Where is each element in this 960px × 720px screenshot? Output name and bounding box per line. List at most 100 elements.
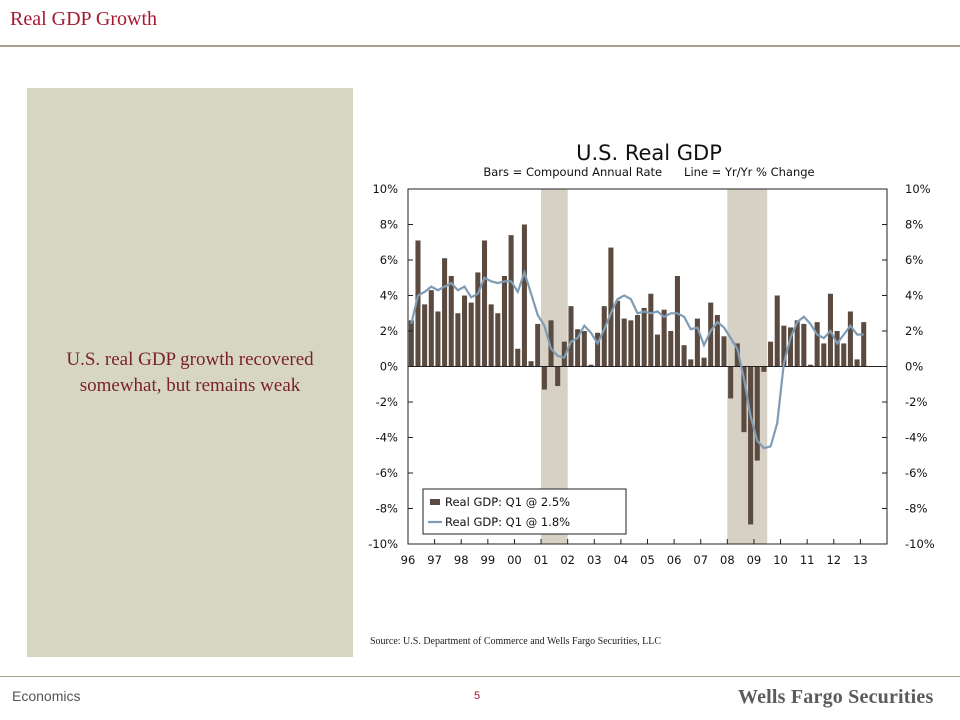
y-tick-label-left: 4% bbox=[380, 289, 398, 303]
bar bbox=[661, 309, 667, 367]
bar bbox=[721, 336, 727, 367]
y-tick-label-right: 4% bbox=[905, 289, 923, 303]
x-tick-label: 01 bbox=[534, 553, 549, 567]
gdp-chart: 10% 10% 8% 8% 6% 6% 4% 4% 2% 2% 0% 0% -2% -2% -4% -4% -6… bbox=[368, 141, 935, 567]
y-tick-label-left: -6% bbox=[376, 466, 398, 480]
bar bbox=[701, 357, 707, 367]
y-tick-label-right: -10% bbox=[905, 537, 935, 551]
bar bbox=[734, 343, 740, 367]
bar bbox=[741, 366, 747, 433]
y-axis-ticks: 10% 10% 8% 8% 6% 6% 4% 4% 2% 2% 0% 0% -2% -2% -4% -4% -6… bbox=[368, 182, 935, 551]
bar bbox=[841, 343, 847, 367]
chart-legend: Real GDP: Q1 @ 2.5% Real GDP: Q1 @ 1.8% bbox=[422, 488, 627, 535]
bar bbox=[754, 366, 760, 461]
page-title: Real GDP Growth bbox=[10, 8, 158, 30]
bar bbox=[601, 306, 607, 367]
bar bbox=[535, 323, 541, 367]
legend-bar-swatch bbox=[430, 499, 440, 505]
y-tick-label-right: 0% bbox=[905, 360, 923, 374]
y-tick-label-right: 8% bbox=[905, 218, 923, 232]
bar bbox=[794, 320, 800, 367]
y-tick-label-right: -2% bbox=[905, 395, 927, 409]
y-tick-label-left: 0% bbox=[380, 360, 398, 374]
x-tick-label: 10 bbox=[773, 553, 788, 567]
bar bbox=[548, 320, 554, 367]
bar bbox=[654, 334, 661, 367]
bar bbox=[861, 322, 867, 367]
y-tick-label-left: -8% bbox=[376, 502, 398, 516]
bar bbox=[847, 311, 853, 367]
footer-divider bbox=[0, 676, 960, 677]
brand-logo: Wells Fargo Securities bbox=[738, 686, 934, 708]
bar bbox=[621, 318, 627, 367]
bar bbox=[475, 272, 481, 367]
bar bbox=[681, 345, 687, 367]
bar bbox=[634, 315, 641, 367]
bar bbox=[814, 322, 820, 367]
bar bbox=[608, 247, 614, 367]
bar bbox=[807, 364, 814, 367]
bar bbox=[521, 224, 527, 367]
bar bbox=[854, 359, 860, 367]
bar bbox=[821, 343, 827, 367]
bar bbox=[788, 327, 794, 367]
footer-section-label: Economics bbox=[12, 688, 81, 704]
bar bbox=[541, 366, 547, 390]
bar bbox=[508, 235, 514, 367]
bar bbox=[581, 331, 587, 367]
page-number: 5 bbox=[474, 690, 481, 702]
x-tick-label: 00 bbox=[507, 553, 522, 567]
y-tick-label-left: -4% bbox=[376, 431, 398, 445]
summary-headline: U.S. real GDP growth recovered somewhat,… bbox=[66, 349, 314, 396]
bar bbox=[575, 329, 581, 367]
x-tick-label: 11 bbox=[800, 553, 815, 567]
bar bbox=[488, 304, 494, 367]
summary-panel: U.S. real GDP growth recovered somewhat,… bbox=[27, 88, 353, 657]
y-tick-label-right: 2% bbox=[905, 324, 923, 338]
x-tick-label: 97 bbox=[427, 553, 442, 567]
x-tick-label: 07 bbox=[693, 553, 708, 567]
x-tick-label: 04 bbox=[614, 553, 629, 567]
x-tick-label: 09 bbox=[747, 553, 762, 567]
bar bbox=[714, 315, 720, 367]
bar bbox=[408, 320, 414, 367]
x-tick-label: 98 bbox=[454, 553, 469, 567]
bar bbox=[428, 290, 434, 367]
bar bbox=[555, 366, 561, 387]
bar bbox=[462, 295, 468, 367]
bar bbox=[708, 302, 714, 367]
y-tick-label-left: -2% bbox=[376, 395, 398, 409]
legend-box bbox=[422, 488, 627, 535]
bar bbox=[641, 307, 647, 367]
chart-title: U.S. Real GDP bbox=[576, 141, 722, 165]
bar bbox=[422, 304, 428, 367]
bar bbox=[448, 275, 454, 367]
bar bbox=[528, 361, 534, 367]
x-tick-label: 13 bbox=[853, 553, 868, 567]
y-tick-label-left: 8% bbox=[380, 218, 398, 232]
bar bbox=[495, 313, 501, 367]
source-note: Source: U.S. Department of Commerce and … bbox=[370, 636, 661, 647]
x-tick-label: 08 bbox=[720, 553, 735, 567]
y-tick-label-left: -10% bbox=[368, 537, 398, 551]
bar bbox=[748, 366, 754, 525]
bar bbox=[694, 318, 700, 367]
bar bbox=[442, 258, 448, 367]
bar bbox=[515, 348, 521, 367]
line-series-yoy bbox=[410, 268, 864, 450]
y-tick-label-left: 10% bbox=[372, 182, 398, 196]
bar bbox=[768, 341, 774, 367]
y-tick-label-right: 10% bbox=[905, 182, 931, 196]
y-tick-label-left: 2% bbox=[380, 324, 398, 338]
bar bbox=[688, 359, 694, 367]
bar-series bbox=[408, 224, 867, 525]
bar bbox=[415, 240, 421, 367]
y-tick-label-right: -8% bbox=[905, 502, 927, 516]
x-axis-ticks: 96 97 98 99 00 01 02 03 04 05 06 07 08 09 10 11 12 13 bbox=[401, 539, 868, 567]
legend-bar-label: Real GDP: Q1 @ 2.5% bbox=[445, 495, 570, 509]
bar bbox=[588, 364, 594, 367]
bar bbox=[648, 293, 654, 367]
bar bbox=[615, 300, 621, 367]
x-tick-label: 03 bbox=[587, 553, 602, 567]
bar bbox=[628, 320, 634, 367]
